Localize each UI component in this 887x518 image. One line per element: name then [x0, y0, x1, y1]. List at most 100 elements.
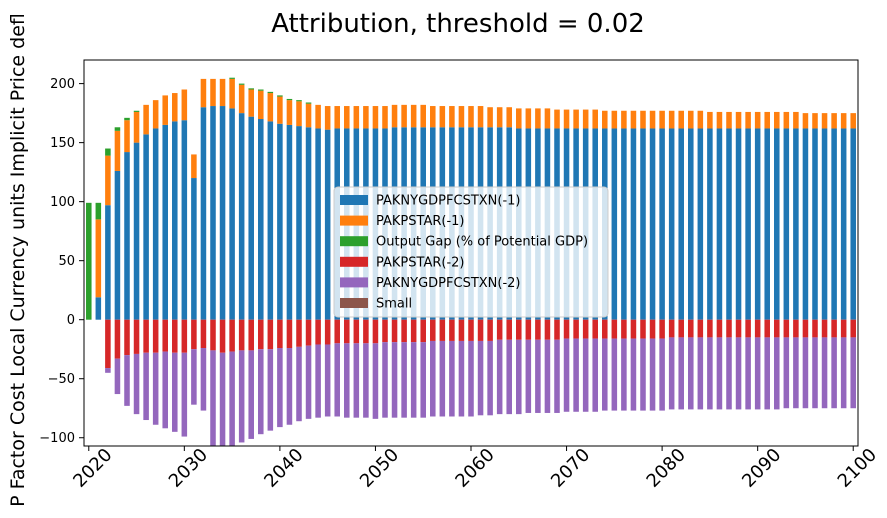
- bar-segment: [659, 338, 665, 411]
- bar-segment: [535, 319, 541, 340]
- bar-segment: [850, 337, 856, 409]
- bar-segment: [344, 106, 350, 129]
- bar-segment: [286, 100, 293, 125]
- bar-segment: [544, 108, 551, 129]
- bar-segment: [745, 111, 751, 129]
- bar-segment: [802, 128, 809, 320]
- bar-segment: [516, 108, 522, 129]
- bar-segment: [372, 319, 379, 344]
- bar-segment: [229, 77, 235, 79]
- x-tick-label: 2100: [834, 444, 881, 491]
- bar-segment: [210, 350, 216, 446]
- bar-segment: [344, 319, 350, 344]
- y-axis-label: P Factor Cost Local Currency units Impli…: [7, 13, 29, 507]
- bar-segment: [229, 351, 235, 446]
- bar-segment: [143, 352, 149, 421]
- bar-segment: [372, 343, 379, 419]
- bar-segment: [238, 83, 245, 85]
- bar-segment: [630, 110, 637, 129]
- bar-segment: [659, 110, 665, 129]
- bar-segment: [716, 319, 723, 338]
- bar-segment: [573, 109, 579, 129]
- bar-segment: [831, 113, 837, 129]
- bar-segment: [258, 119, 264, 320]
- bar-segment: [630, 128, 637, 320]
- bar-segment: [783, 319, 790, 338]
- bar-segment: [305, 127, 312, 320]
- y-tick-label: 100: [50, 195, 75, 210]
- bar-segment: [248, 350, 254, 439]
- bar-segment: [200, 78, 207, 108]
- bar-segment: [554, 339, 560, 413]
- bar-segment: [449, 340, 455, 417]
- bar-segment: [582, 109, 589, 129]
- bar-segment: [277, 95, 283, 97]
- bar-segment: [133, 142, 140, 320]
- bar-segment: [754, 128, 761, 320]
- bar-segment: [812, 113, 818, 129]
- bar-segment: [831, 337, 837, 409]
- bar-segment: [611, 128, 618, 320]
- bar-segment: [191, 349, 197, 405]
- bar-segment: [802, 113, 809, 129]
- bar-segment: [821, 113, 828, 129]
- bar-segment: [563, 109, 570, 129]
- y-tick-label: −100: [39, 431, 75, 446]
- bar-segment: [172, 352, 178, 432]
- bar-segment: [439, 319, 446, 341]
- bar-segment: [296, 101, 302, 127]
- bar-segment: [305, 103, 312, 128]
- bar-segment: [210, 78, 216, 107]
- bar-segment: [477, 340, 484, 416]
- bar-segment: [640, 128, 646, 320]
- bar-segment: [535, 108, 541, 129]
- legend-label: PAKNYGDPFCSTXN(-2): [376, 276, 521, 291]
- bar-segment: [745, 128, 751, 320]
- bar-segment: [267, 121, 274, 320]
- bar-segment: [793, 128, 799, 320]
- bar-segment: [563, 319, 570, 339]
- bar-segment: [630, 338, 637, 411]
- bar-segment: [716, 128, 723, 320]
- bar-segment: [296, 319, 302, 347]
- bar-segment: [105, 148, 111, 156]
- bar-segment: [162, 95, 168, 125]
- bar-segment: [774, 337, 780, 410]
- bar-segment: [707, 319, 713, 338]
- x-tick-label: 2070: [547, 444, 594, 491]
- legend-swatch: [340, 215, 368, 226]
- bar-segment: [544, 319, 551, 340]
- bar-segment: [496, 319, 503, 340]
- x-tick-label: 2040: [260, 444, 307, 491]
- bar-segment: [410, 342, 417, 418]
- bar-segment: [726, 319, 732, 338]
- bar-segment: [382, 342, 388, 418]
- bar-segment: [697, 110, 704, 129]
- bar-segment: [754, 319, 761, 338]
- bar-segment: [324, 319, 331, 345]
- legend: PAKNYGDPFCSTXN(-1) PAKPSTAR(-1) Output Gap…: [333, 186, 609, 318]
- bar-segment: [286, 348, 293, 425]
- bar-segment: [382, 106, 388, 129]
- bar-segment: [363, 343, 369, 418]
- bar-segment: [487, 319, 493, 341]
- x-tick-label: 2080: [643, 444, 690, 491]
- bar-segment: [649, 338, 656, 411]
- y-tick-label: −50: [48, 372, 75, 387]
- bar-segment: [554, 109, 560, 129]
- bar-segment: [344, 343, 350, 418]
- bar-segment: [258, 89, 264, 91]
- bar-segment: [95, 219, 102, 298]
- bar-segment: [267, 93, 274, 122]
- bar-segment: [458, 340, 465, 417]
- bar-segment: [611, 338, 618, 411]
- bar-segment: [525, 108, 532, 129]
- bar-segment: [324, 129, 331, 320]
- bar-segment: [172, 121, 178, 320]
- legend-box: [333, 186, 609, 318]
- bar-segment: [707, 128, 713, 320]
- bar-segment: [496, 339, 503, 415]
- bar-segment: [840, 337, 847, 409]
- bar-segment: [210, 319, 216, 351]
